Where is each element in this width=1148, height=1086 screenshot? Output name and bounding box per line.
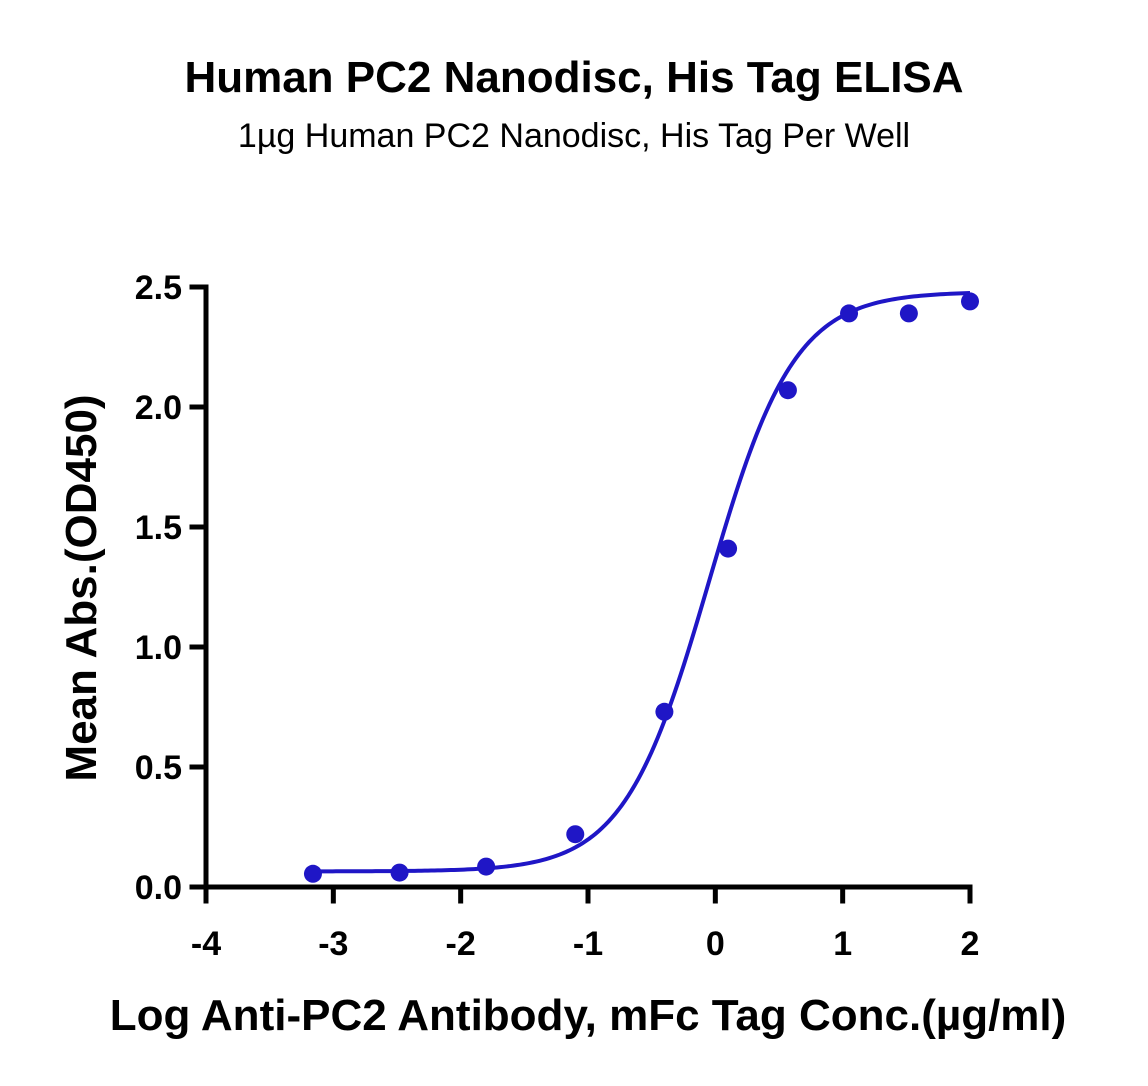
data-point xyxy=(390,863,409,882)
data-point xyxy=(303,864,322,883)
data-point xyxy=(566,825,585,844)
y-axis-label: Mean Abs.(OD450) xyxy=(57,394,106,781)
x-tick-label: 1 xyxy=(833,925,852,963)
data-point xyxy=(899,304,918,323)
y-tick-label: 2.0 xyxy=(135,389,182,427)
data-point xyxy=(719,539,738,558)
y-tick-label: 0.0 xyxy=(135,869,182,907)
x-tick-label: 0 xyxy=(706,925,725,963)
x-tick-label: -2 xyxy=(446,925,476,963)
data-point xyxy=(961,292,979,311)
y-tick-label: 2.5 xyxy=(135,269,182,307)
data-point xyxy=(778,381,797,400)
y-tick-label: 1.5 xyxy=(135,509,182,547)
chart-subtitle: 1µg Human PC2 Nanodisc, His Tag Per Well xyxy=(237,117,911,155)
chart-marks xyxy=(303,291,979,883)
x-axis-label: Log Anti-PC2 Antibody, mFc Tag Conc.(µg/… xyxy=(110,991,1067,1040)
data-point xyxy=(477,857,496,876)
chart-title: Human PC2 Nanodisc, His Tag ELISA xyxy=(184,53,964,102)
axes: 0.0 0.5 1.0 1.5 2.0 2.5 -4 -3 -2 -1 0 1 2 xyxy=(135,269,980,963)
x-tick-label: -1 xyxy=(573,925,603,963)
data-point xyxy=(840,304,859,323)
x-tick-label: 2 xyxy=(961,925,980,963)
y-tick-label: 1.0 xyxy=(135,629,182,667)
y-tick-label: 0.5 xyxy=(135,749,182,787)
x-tick-label: -3 xyxy=(318,925,348,963)
x-tick-label: -4 xyxy=(191,925,221,963)
data-point xyxy=(655,702,674,721)
fit-curve xyxy=(312,291,971,874)
